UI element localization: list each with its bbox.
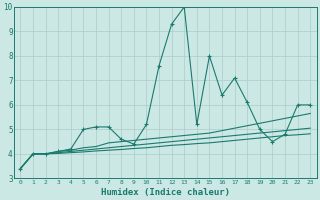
X-axis label: Humidex (Indice chaleur): Humidex (Indice chaleur) [101, 188, 230, 197]
